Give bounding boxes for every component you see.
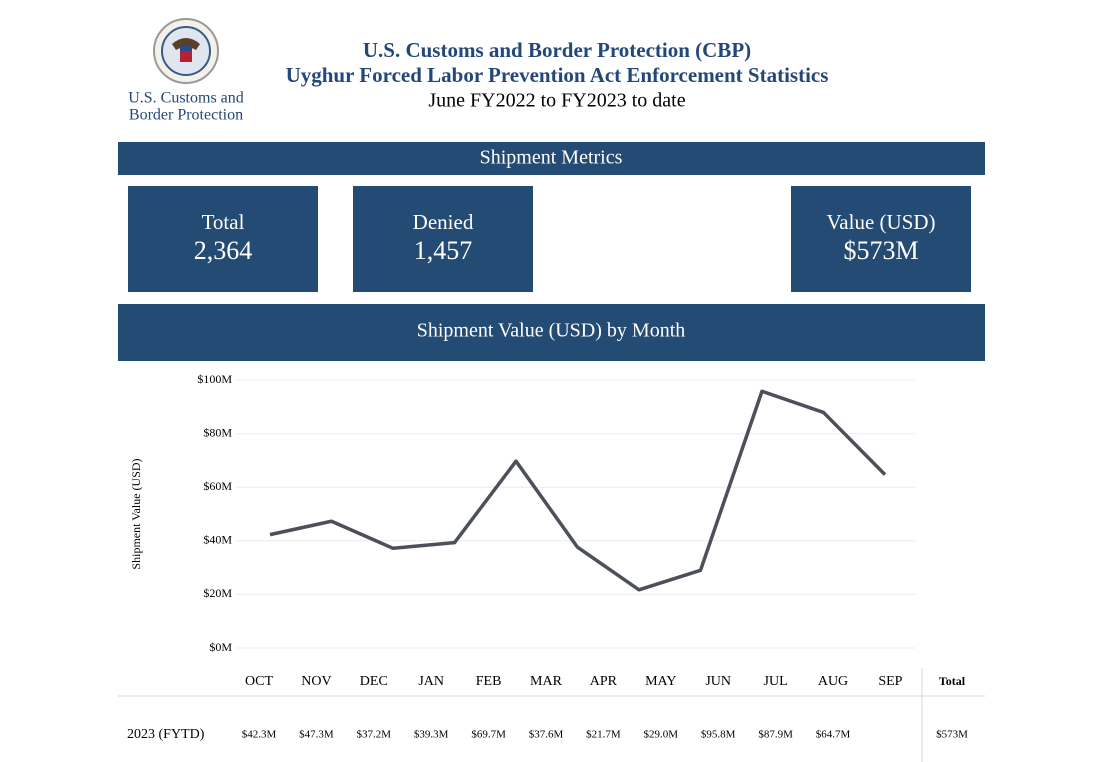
metric-value: 2,364 [194,236,253,265]
metric-label: Total [202,210,245,234]
chart-band [118,304,985,361]
y-tick-label: $0M [209,640,232,654]
seal [153,18,219,84]
page-period: June FY2022 to FY2023 to date [428,90,685,112]
value-label: $37.2M [357,729,392,741]
x-tick-label: NOV [301,674,331,689]
y-axis-label: Shipment Value (USD) [129,458,143,569]
value-label: $42.3M [242,729,277,741]
metric-card [791,186,971,292]
y-tick-label: $20M [203,586,232,600]
value-label: $47.3M [299,729,334,741]
value-label: $39.3M [414,729,449,741]
y-tick-label: $100M [197,372,232,386]
page-subtitle: Uyghur Forced Labor Prevention Act Enfor… [286,63,829,87]
x-tick-label: JUL [764,674,788,689]
value-label: $95.8M [701,729,736,741]
x-tick-label: FEB [476,674,502,689]
agency-name: Border Protection [129,107,243,124]
row-label: 2023 (FYTD) [127,727,205,742]
metric-card [128,186,318,292]
y-tick-label: $40M [203,533,232,547]
y-tick-label: $60M [203,479,232,493]
section-band [118,142,985,175]
metric-value: $573M [843,236,918,265]
line-series [269,389,887,592]
section-title: Shipment Metrics [480,147,623,169]
value-label: $37.6M [529,729,564,741]
x-tick-label: SEP [878,674,902,689]
x-tick-label: MAR [530,674,563,689]
metric-value: 1,457 [414,236,473,265]
metric-label: Value (USD) [826,210,935,234]
x-tick-label: JAN [418,674,444,689]
x-tick-label: AUG [818,674,848,689]
value-label: $21.7M [586,729,621,741]
page-title: U.S. Customs and Border Protection (CBP) [363,38,751,62]
agency-name: U.S. Customs and [128,90,244,107]
metric-card [353,186,533,292]
table-total-header: Total [939,674,966,688]
value-label: $64.7M [816,729,851,741]
x-tick-label: APR [590,674,618,689]
x-tick-label: JUN [705,674,731,689]
value-label: $69.7M [471,729,506,741]
table-total: $573M [936,729,968,741]
metric-label: Denied [413,210,474,234]
x-tick-label: OCT [245,674,273,689]
x-tick-label: MAY [645,674,676,689]
value-label: $29.0M [644,729,679,741]
value-label: $87.9M [758,729,793,741]
x-tick-label: DEC [360,674,388,689]
y-tick-label: $80M [203,425,232,439]
chart-title: Shipment Value (USD) by Month [417,320,686,342]
